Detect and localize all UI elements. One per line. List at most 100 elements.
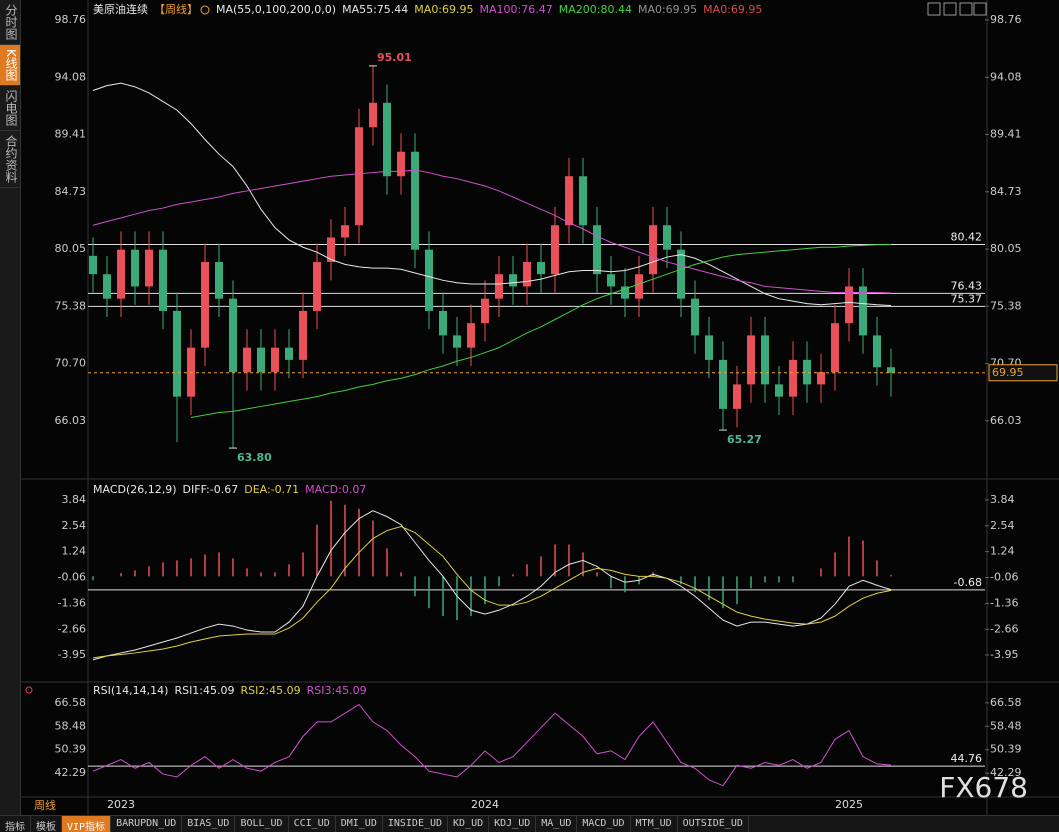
candle-body (215, 261, 223, 299)
y-tick-label: 80.05 (55, 242, 87, 255)
legend-text: RSI2:45.09 (241, 684, 301, 697)
candle-body (817, 372, 825, 385)
candle-body (383, 102, 391, 177)
legend-text: MA0:69.95 (638, 3, 697, 16)
sidebar: 分时图 K线图 闪电图 合约资料 (0, 0, 21, 815)
candle-body (719, 359, 727, 409)
icon[interactable] (943, 2, 957, 16)
series-line (92, 510, 892, 661)
y-tick-label: 42.29 (55, 766, 87, 779)
candle-body (439, 310, 447, 336)
candle-body (145, 249, 153, 287)
side-tab[interactable]: 闪电图 (0, 86, 20, 131)
y-tick-label: -3.95 (58, 648, 86, 661)
legend-text: RSI(14,14,14) (93, 684, 168, 697)
toolbar-tab[interactable]: VIP指标 (62, 816, 112, 832)
candle-body (89, 255, 97, 275)
candle-body (355, 127, 363, 226)
candle-body (201, 261, 209, 348)
toolbar-tab[interactable]: BIAS_UD (182, 816, 236, 832)
toolbar-tab[interactable]: MACD_UD (577, 816, 631, 832)
y-tick-label: 84.73 (990, 185, 1022, 198)
candle-body (187, 347, 195, 397)
series-line (92, 169, 892, 294)
level-label: 44.76 (951, 752, 983, 765)
chart: 周线 FX678 美原油连续 【周线】 MA(55,0,100,200,0,0) MA… (20, 0, 1059, 815)
candle-body (173, 310, 181, 397)
y-tick-label: -0.06 (990, 571, 1018, 584)
watermark: FX678 (939, 771, 1028, 804)
y-tick-label: -2.66 (990, 622, 1018, 635)
candle-body (103, 274, 111, 299)
candle-body (775, 384, 783, 397)
y-tick-label: 58.48 (55, 719, 87, 732)
candle-body (747, 335, 755, 385)
y-tick-label: 2.54 (990, 519, 1015, 532)
candle-body (453, 335, 461, 348)
y-tick-label: 50.39 (55, 743, 87, 756)
icon[interactable] (959, 2, 973, 16)
y-tick-label: 98.76 (990, 13, 1022, 26)
icons[interactable] (927, 2, 987, 16)
toolbar-tab[interactable]: MA_UD (536, 816, 578, 832)
icon[interactable] (973, 2, 987, 16)
y-tick-label: 84.73 (55, 185, 87, 198)
legend-text: MA(55,0,100,200,0,0) (216, 3, 336, 16)
candle-body (523, 261, 531, 287)
y-tick-label: 75.38 (55, 299, 87, 312)
toolbar-tab[interactable]: OUTSIDE_UD (678, 816, 749, 832)
candle-body (593, 225, 601, 275)
candle-body (789, 359, 797, 397)
legend-text: MA200:80.44 (559, 3, 632, 16)
y-tick-label: 80.05 (990, 242, 1022, 255)
toolbar-tab[interactable]: CCI_UD (289, 816, 336, 832)
candle-body (845, 286, 853, 324)
candle-body (341, 225, 349, 238)
candle-body (873, 335, 881, 368)
candle-body (663, 225, 671, 250)
toolbar-tab[interactable]: KDJ_UD (489, 816, 537, 832)
y-tick-label: -1.36 (58, 596, 86, 609)
x-tick-label: 2025 (835, 798, 863, 811)
toolbar-tab[interactable]: DMI_UD (336, 816, 383, 832)
candle-body (117, 249, 125, 299)
candle-body (733, 384, 741, 409)
side-tab[interactable]: K线图 (0, 45, 20, 86)
y-tick-label: 2.54 (62, 519, 87, 532)
candle-body (299, 310, 307, 360)
x-tick-label: 2023 (107, 798, 135, 811)
candle-body (243, 347, 251, 373)
y-tick-label: 3.84 (62, 493, 87, 506)
toolbar-tab[interactable]: KD_UD (448, 816, 490, 832)
candle-body (495, 274, 503, 299)
y-tick-label: -2.66 (58, 622, 86, 635)
toolbar-tab[interactable]: 指标 (0, 816, 31, 832)
legend-text: MA0:69.95 (703, 3, 762, 16)
y-tick-label: 3.84 (990, 493, 1015, 506)
toolbar-tab[interactable]: BARUPDN_UD (111, 816, 183, 832)
candle-body (887, 367, 895, 373)
y-tick-label: 89.41 (990, 127, 1022, 140)
toolbar: 指标 模板 VIP指标 BARUPDN_UD BIAS_UD BOLL_UD CCI_UD D… (0, 815, 1059, 832)
candle-body (397, 151, 405, 177)
series-line (92, 703, 892, 787)
toolbar-tab[interactable]: 模板 (31, 816, 62, 832)
candle-body (705, 335, 713, 360)
side-tab[interactable]: 合约资料 (0, 131, 20, 188)
toolbar-tab[interactable]: MTM_UD (631, 816, 678, 832)
toolbar-tab[interactable]: BOLL_UD (235, 816, 289, 832)
candle-body (509, 274, 517, 287)
candle-body (803, 359, 811, 385)
side-tab[interactable]: 分时图 (0, 0, 20, 45)
candle-body (481, 298, 489, 324)
toolbar-tab[interactable]: INSIDE_UD (383, 816, 449, 832)
legend-text: 美原油连续 (93, 2, 148, 16)
candle-body (621, 286, 629, 299)
legend-text: MACD(26,12,9) (93, 483, 177, 496)
legend-text: MA0:69.95 (414, 3, 473, 16)
annotation: 63.80 (237, 451, 272, 464)
legend-text: MA100:76.47 (480, 3, 553, 16)
y-tick-label: 94.08 (990, 70, 1022, 83)
icon[interactable] (927, 2, 941, 16)
series-line (92, 82, 892, 307)
